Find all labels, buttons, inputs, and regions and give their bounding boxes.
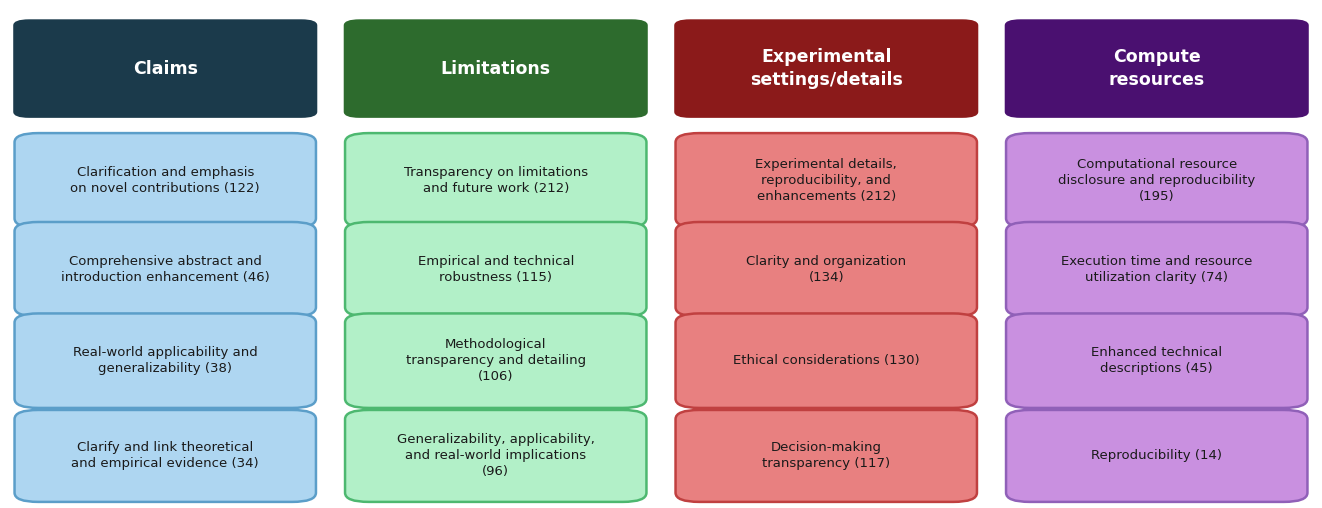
Text: Transparency on limitations
and future work (212): Transparency on limitations and future w…	[403, 166, 588, 195]
FancyBboxPatch shape	[676, 222, 977, 316]
Text: Clarify and link theoretical
and empirical evidence (34): Clarify and link theoretical and empiric…	[71, 441, 259, 470]
Text: Execution time and resource
utilization clarity (74): Execution time and resource utilization …	[1062, 255, 1252, 284]
Text: Computational resource
disclosure and reproducibility
(195): Computational resource disclosure and re…	[1058, 158, 1256, 203]
FancyBboxPatch shape	[676, 313, 977, 408]
FancyBboxPatch shape	[15, 133, 316, 228]
Text: Claims: Claims	[132, 59, 198, 78]
FancyBboxPatch shape	[676, 133, 977, 228]
Text: Enhanced technical
descriptions (45): Enhanced technical descriptions (45)	[1091, 346, 1223, 375]
FancyBboxPatch shape	[15, 222, 316, 316]
FancyBboxPatch shape	[1006, 313, 1307, 408]
Text: Limitations: Limitations	[440, 59, 551, 78]
FancyBboxPatch shape	[345, 133, 646, 228]
FancyBboxPatch shape	[345, 313, 646, 408]
Text: Empirical and technical
robustness (115): Empirical and technical robustness (115)	[418, 255, 574, 284]
Text: Clarity and organization
(134): Clarity and organization (134)	[746, 255, 907, 284]
FancyBboxPatch shape	[345, 222, 646, 316]
Text: Decision-making
transparency (117): Decision-making transparency (117)	[763, 441, 890, 470]
Text: Comprehensive abstract and
introduction enhancement (46): Comprehensive abstract and introduction …	[61, 255, 270, 284]
FancyBboxPatch shape	[345, 410, 646, 502]
Text: Clarification and emphasis
on novel contributions (122): Clarification and emphasis on novel cont…	[70, 166, 260, 195]
FancyBboxPatch shape	[15, 410, 316, 502]
Text: Compute
resources: Compute resources	[1109, 48, 1204, 89]
Text: Generalizability, applicability,
and real-world implications
(96): Generalizability, applicability, and rea…	[397, 433, 595, 479]
Text: Methodological
transparency and detailing
(106): Methodological transparency and detailin…	[406, 338, 586, 383]
FancyBboxPatch shape	[1006, 410, 1307, 502]
FancyBboxPatch shape	[1006, 133, 1307, 228]
Text: Experimental details,
reproducibility, and
enhancements (212): Experimental details, reproducibility, a…	[755, 158, 898, 203]
FancyBboxPatch shape	[674, 19, 978, 118]
FancyBboxPatch shape	[13, 19, 317, 118]
Text: Reproducibility (14): Reproducibility (14)	[1091, 450, 1223, 462]
FancyBboxPatch shape	[15, 313, 316, 408]
Text: Real-world applicability and
generalizability (38): Real-world applicability and generalizab…	[73, 346, 258, 375]
FancyBboxPatch shape	[1005, 19, 1309, 118]
FancyBboxPatch shape	[676, 410, 977, 502]
FancyBboxPatch shape	[344, 19, 648, 118]
FancyBboxPatch shape	[1006, 222, 1307, 316]
Text: Ethical considerations (130): Ethical considerations (130)	[732, 354, 920, 367]
Text: Experimental
settings/details: Experimental settings/details	[750, 48, 903, 89]
